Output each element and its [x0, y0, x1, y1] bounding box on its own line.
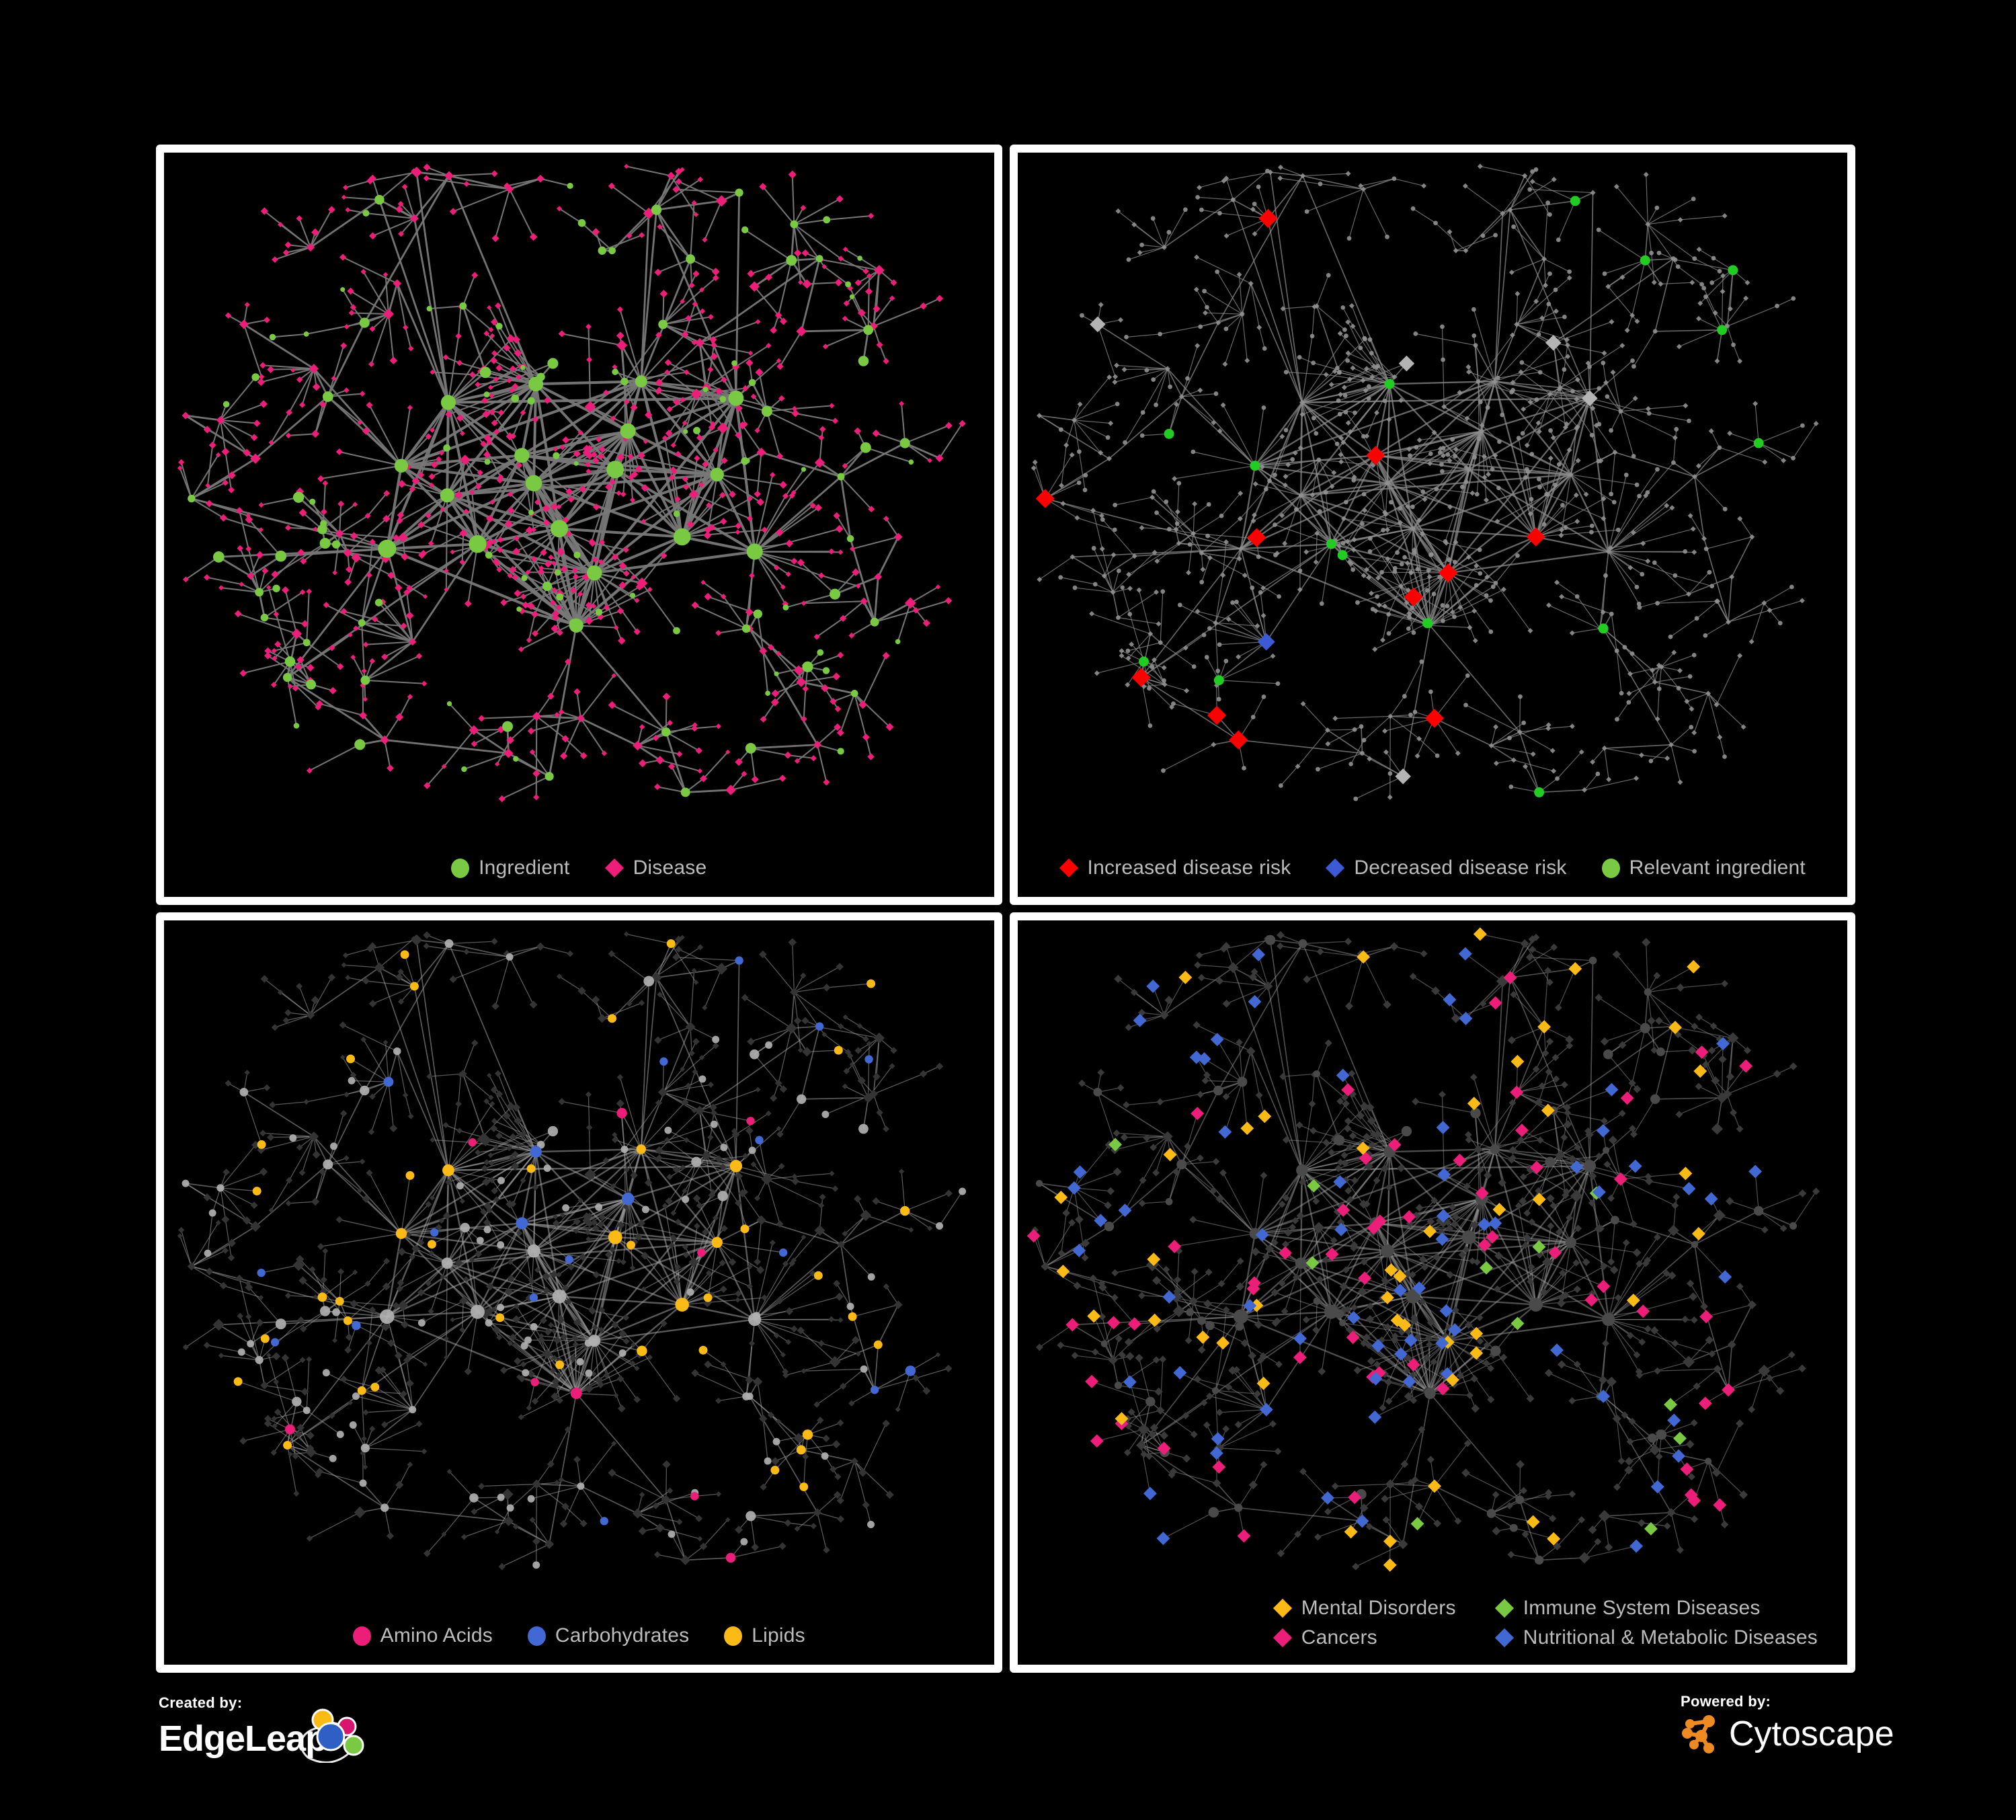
- network-canvas-4[interactable]: [1018, 920, 1848, 1665]
- network-graph-disease-risk: [1031, 163, 1819, 801]
- network-graph-disease-class: [1026, 927, 1820, 1572]
- panel-ingredient-class[interactable]: Amino Acids Carbohydrates Lipids: [156, 912, 1002, 1673]
- created-by-edgeleap[interactable]: Created by: EdgeLeap: [159, 1694, 372, 1763]
- created-by-kicker: Created by:: [159, 1694, 243, 1711]
- powered-by-cytoscape[interactable]: Powered by: Cytoscape: [1681, 1693, 1894, 1755]
- panel-ingredient-disease[interactable]: Ingredient Disease: [156, 145, 1002, 905]
- edgeleap-logo: EdgeLeap: [159, 1708, 372, 1763]
- panel-disease-risk[interactable]: Increased disease risk Decreased disease…: [1009, 145, 1855, 905]
- edgeleap-node-graph-icon: [300, 1708, 364, 1763]
- edgeleap-wordmark: EdgeLeap: [159, 1718, 327, 1759]
- powered-by-kicker: Powered by:: [1681, 1693, 1771, 1710]
- network-canvas-2[interactable]: [1018, 153, 1848, 897]
- cytoscape-node-icon: [1682, 1715, 1715, 1753]
- network-graph-ingredient-class: [177, 931, 967, 1571]
- network-canvas-1[interactable]: [164, 153, 994, 897]
- panel-grid: Ingredient Disease Increased disease ris…: [156, 145, 1855, 1673]
- footer: Created by: EdgeLeap Powered by:: [0, 1681, 2016, 1815]
- cytoscape-logo: Cytoscape: [1681, 1713, 1894, 1755]
- cytoscape-wordmark: Cytoscape: [1729, 1714, 1894, 1753]
- network-canvas-3[interactable]: [164, 920, 994, 1665]
- network-graph-ingredient-disease: [177, 163, 966, 803]
- panel-disease-class[interactable]: Mental Disorders Immune System Diseases …: [1009, 912, 1855, 1673]
